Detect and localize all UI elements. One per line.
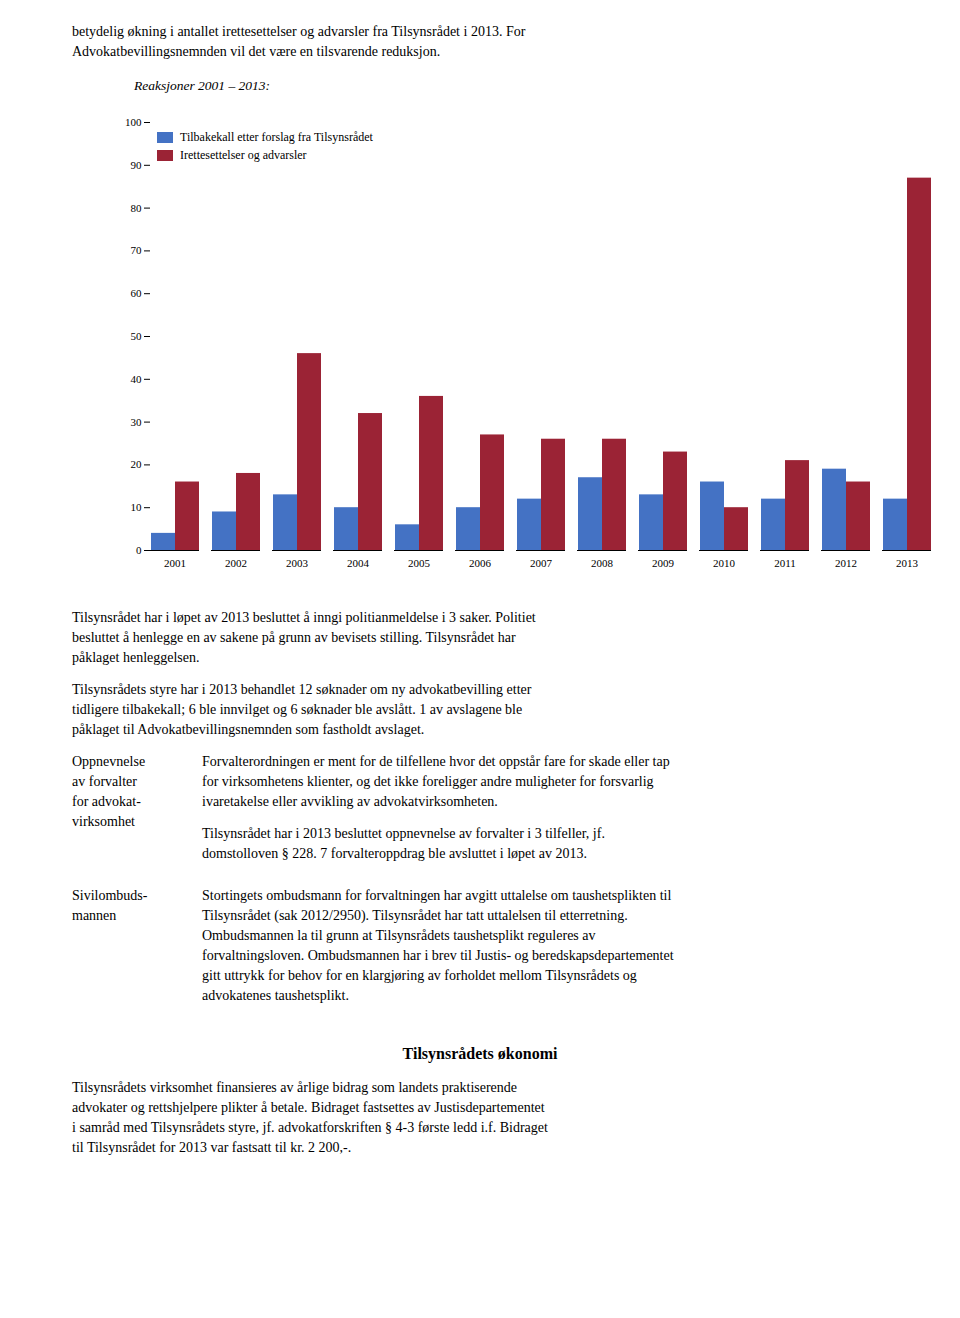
svg-text:2004: 2004 (347, 557, 370, 569)
html-text:Stortingets ombudsmann for for: Stortingets ombudsmann for forvaltningen… (202, 888, 672, 903)
html-text:gitt uttrykk for behov for en: gitt uttrykk for behov for en klargjørin… (202, 968, 637, 983)
html-text:virksomhet: virksomhet (72, 814, 135, 829)
svg-text:60: 60 (131, 287, 143, 299)
svg-text:2001: 2001 (164, 557, 186, 569)
html-text:Reaksjoner 2001 – 2013:: Reaksjoner 2001 – 2013: (134, 78, 271, 93)
svg-text:50: 50 (131, 330, 143, 342)
svg-text:10: 10 (131, 501, 143, 513)
html-text:advokater og rettshjelpere pli: advokater og rettshjelpere plikter å bet… (72, 1100, 545, 1115)
svg-text:2013: 2013 (896, 557, 919, 569)
svg-text:20: 20 (131, 458, 143, 470)
svg-text:2003: 2003 (286, 557, 309, 569)
html-text:ivaretakelse eller avvikling a: ivaretakelse eller avvikling av advokatv… (202, 794, 498, 809)
html-text:Ombudsmannen la til grunn at T: Ombudsmannen la til grunn at Tilsynsråde… (202, 928, 596, 943)
svg-text:2009: 2009 (652, 557, 675, 569)
html-text:for advokat-: for advokat- (72, 794, 141, 809)
html-text:påklaget til Advokatbevillings: påklaget til Advokatbevillingsnemnden so… (72, 722, 425, 737)
html-text:Tilsynsrådets virksomhet finan: Tilsynsrådets virksomhet finansieres av … (72, 1080, 517, 1095)
svg-text:100: 100 (125, 116, 142, 128)
html-text:Irettesettelser og advarsler: Irettesettelser og advarsler (180, 148, 307, 162)
html-text:til Tilsynsrådet for 2013 var: til Tilsynsrådet for 2013 var fastsatt t… (72, 1140, 352, 1155)
svg-text:2007: 2007 (530, 557, 553, 569)
svg-text:2012: 2012 (835, 557, 857, 569)
svg-text:2006: 2006 (469, 557, 492, 569)
html-text:mannen: mannen (72, 908, 117, 923)
html-text:for virksomhetens klienter, og: for virksomhetens klienter, og det ikke … (202, 774, 654, 789)
html-text:tidligere tilbakekall; 6 ble i: tidligere tilbakekall; 6 ble innvilget o… (72, 702, 523, 717)
html-text:Oppnevnelse: Oppnevnelse (72, 754, 146, 769)
svg-text:2011: 2011 (774, 557, 796, 569)
svg-text:40: 40 (131, 373, 143, 385)
html-text:Advokatbevillingsnemnden vil d: Advokatbevillingsnemnden vil det være en… (72, 44, 441, 59)
html-text:domstolloven § 228. 7 forvalte: domstolloven § 228. 7 forvalteroppdrag b… (202, 846, 587, 861)
svg-text:2010: 2010 (713, 557, 736, 569)
html-text:Tilbakekall etter forslag fra: Tilbakekall etter forslag fra Tilsynsråd… (180, 130, 373, 144)
html-text:Sivilombuds-: Sivilombuds- (72, 888, 148, 903)
svg-text:30: 30 (131, 416, 143, 428)
svg-text:2005: 2005 (408, 557, 431, 569)
svg-text:70: 70 (131, 244, 143, 256)
html-text:Tilsynsrådet (sak 2012/2950).: Tilsynsrådet (sak 2012/2950). Tilsynsråd… (202, 908, 628, 923)
html-text:påklaget henleggelsen.: påklaget henleggelsen. (72, 650, 200, 665)
html-text:i samråd med Tilsynsrådets sty: i samråd med Tilsynsrådets styre, jf. ad… (72, 1120, 548, 1135)
html-text:Tilsynsrådets styre har i 2013: Tilsynsrådets styre har i 2013 behandlet… (72, 682, 532, 697)
svg-text:2008: 2008 (591, 557, 614, 569)
html-text:Tilsynsrådet har i løpet av 20: Tilsynsrådet har i løpet av 2013 beslutt… (72, 610, 536, 625)
html-text:Tilsynsrådets økonomi: Tilsynsrådets økonomi (402, 1045, 558, 1062)
html-text:Tilsynsrådet har i 2013 beslut: Tilsynsrådet har i 2013 besluttet oppnev… (202, 826, 605, 841)
html-text:forvaltningsloven. Ombudsmanne: forvaltningsloven. Ombudsmannen har i br… (202, 948, 674, 963)
svg-text:0: 0 (136, 544, 142, 556)
html-text:betydelig økning i antallet ir: betydelig økning i antallet irettesettel… (72, 24, 526, 39)
svg-text:80: 80 (131, 202, 143, 214)
svg-text:2002: 2002 (225, 557, 247, 569)
html-text:besluttet å henlegge en av sak: besluttet å henlegge en av sakene på gru… (72, 630, 516, 645)
html-text:advokatenes taushetsplikt.: advokatenes taushetsplikt. (202, 988, 349, 1003)
svg-text:90: 90 (131, 159, 143, 171)
html-text:Forvalterordningen er ment for: Forvalterordningen er ment for de tilfel… (202, 754, 670, 769)
html-text:av forvalter: av forvalter (72, 774, 137, 789)
